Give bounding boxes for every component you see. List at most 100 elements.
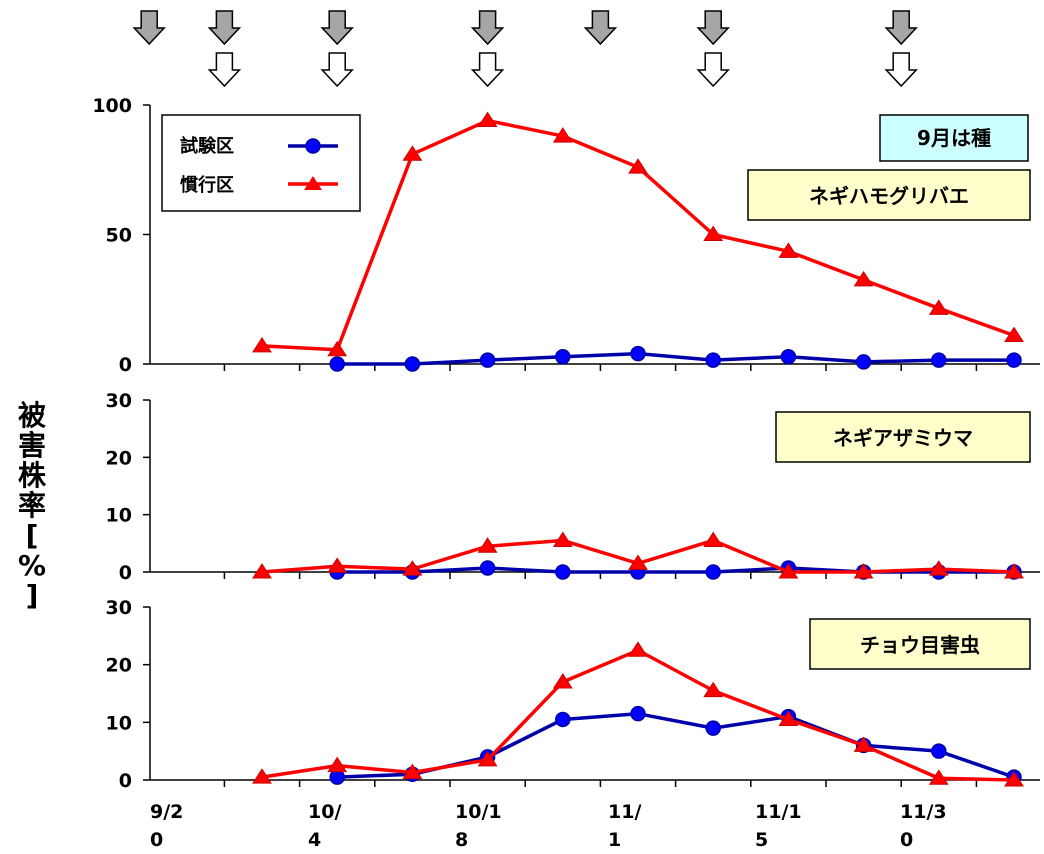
test-data-point [479, 560, 496, 576]
y-tick-label: 0 [119, 562, 132, 584]
y-tick-label: 10 [106, 505, 132, 527]
note-box-rect [879, 114, 1029, 162]
conventional-data-point [928, 299, 949, 315]
conventional-data-point [628, 158, 648, 174]
test-data-point [555, 348, 571, 365]
conventional-data-point [252, 563, 272, 579]
test-data-point [931, 352, 947, 368]
panel-label: チョウ目害虫 [860, 633, 980, 657]
test-data-point [931, 743, 947, 759]
gray-treatment-arrow [132, 10, 166, 46]
test-data-point [329, 356, 345, 372]
conventional-data-point [477, 537, 498, 553]
x-tick-label-line: 10/1 [455, 801, 502, 823]
test-data-point [630, 705, 646, 722]
test-data-point [705, 564, 721, 580]
conventional-data-point [1004, 563, 1024, 579]
x-tick-label-line: 10/ [308, 801, 341, 823]
gray-treatment-arrow [583, 10, 618, 46]
gray-treatment-arrow [207, 10, 242, 46]
x-tick-label: 11/1 5 [755, 801, 802, 851]
conventional-data-point [477, 111, 498, 128]
chart-panels: 0 50 100 ネギハモグリバエ 0 10 20 30 ネギアザミウマ 0 10 20 30 チョウ目害… [92, 95, 1040, 792]
x-axis-labels: 9/2 010/410/1 811/111/1 511/3 0 [150, 801, 947, 851]
conventional-data-point [477, 750, 498, 767]
x-tick-label-line: 5 [755, 829, 768, 851]
y-axis-label-char: 被 [18, 399, 46, 432]
x-tick-label-line: 11/ [608, 801, 641, 823]
conventional-data-point [552, 673, 573, 689]
panel-1: 0 50 100 ネギハモグリバエ [92, 95, 1040, 376]
x-tick-label-line: 9/2 [150, 801, 183, 823]
treatment-arrows [132, 10, 918, 88]
legend-label-test: 試験区 [180, 135, 234, 157]
x-tick-label-line: 11/3 [900, 801, 947, 823]
y-tick-label: 30 [106, 390, 132, 412]
legend-conventional-marker [304, 176, 322, 190]
conventional-data-point [327, 756, 348, 773]
white-treatment-arrow [470, 52, 505, 88]
test-data-point [555, 564, 571, 580]
test-data-point [329, 769, 345, 785]
white-treatment-arrow [884, 52, 918, 88]
gray-treatment-arrow [470, 10, 505, 46]
panel-2: 0 10 20 30 ネギアザミウマ [106, 390, 1040, 584]
panel-label-box [747, 169, 1031, 221]
white-treatment-arrow [207, 52, 242, 88]
y-tick-label: 20 [106, 447, 132, 469]
legend-label-conventional: 慣行区 [179, 174, 234, 196]
y-axis-label-char: 株 [18, 459, 47, 492]
conventional-data-point [402, 560, 423, 576]
conventional-data-point [252, 336, 272, 353]
y-axis-label-char: 率 [18, 489, 46, 522]
test-data-point [404, 356, 421, 372]
test-data-point [855, 354, 872, 370]
test-data-point [780, 348, 797, 365]
x-tick-label-line: 0 [150, 829, 163, 851]
y-axis-label-char: ] [26, 579, 39, 612]
panel-label-box [775, 411, 1031, 463]
conventional-data-point [853, 270, 874, 287]
gray-treatment-arrow [696, 10, 730, 46]
conventional-data-point [327, 340, 348, 357]
test-data-point [705, 352, 721, 368]
y-tick-label: 30 [106, 597, 132, 619]
panel-3: 0 10 20 30 チョウ目害虫 [106, 597, 1040, 792]
panel-label: ネギハモグリバエ [809, 184, 969, 208]
x-tick-label-line: 4 [308, 829, 321, 851]
y-tick-label: 100 [92, 95, 132, 117]
test-series-line [337, 351, 1014, 366]
conventional-data-point [778, 563, 799, 579]
test-data-point [705, 720, 721, 736]
x-tick-label-line: 0 [900, 829, 913, 851]
white-treatment-arrow [696, 52, 730, 88]
y-axis-label-char: % [18, 549, 46, 582]
legend-test-marker [305, 138, 321, 154]
panel-label-box [809, 618, 1031, 670]
y-tick-label: 10 [106, 712, 132, 734]
y-axis-label: 被害株率[%] [18, 399, 47, 612]
test-data-point [1006, 352, 1022, 368]
conventional-data-point [778, 710, 799, 726]
conventional-data-point [928, 560, 949, 576]
conventional-data-point [703, 225, 724, 241]
test-data-point [630, 345, 646, 362]
conventional-data-point [928, 769, 949, 785]
note-label: 9月は種 [917, 126, 991, 150]
panel-label: ネギアザミウマ [833, 426, 973, 450]
conventional-data-point [327, 557, 348, 573]
conventional-data-point [628, 641, 648, 657]
y-tick-label: 0 [119, 354, 132, 376]
conventional-data-point [778, 242, 799, 258]
conventional-data-point [628, 554, 648, 570]
y-tick-label: 0 [119, 770, 132, 792]
x-tick-label: 10/1 8 [455, 801, 502, 851]
conventional-data-point [552, 531, 573, 547]
conventional-data-point [703, 531, 724, 547]
gray-treatment-arrow [320, 10, 354, 46]
x-tick-label: 9/2 0 [150, 801, 183, 851]
x-tick-label-line: 1 [608, 829, 621, 851]
conventional-data-point [853, 563, 874, 579]
conventional-data-point [1004, 771, 1024, 787]
